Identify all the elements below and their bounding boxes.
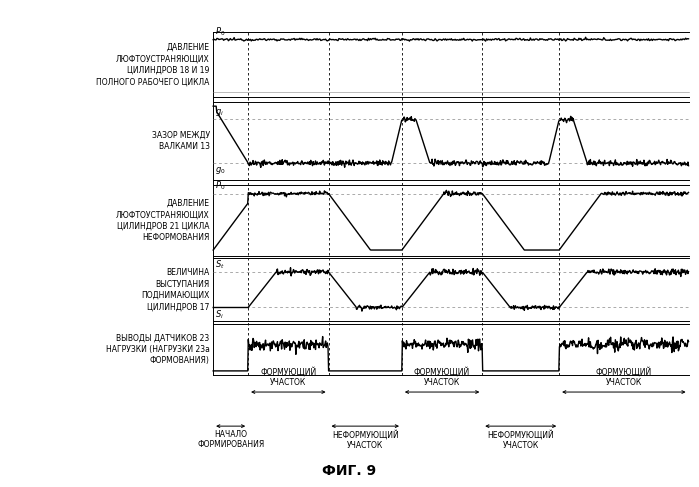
Text: $P_0$: $P_0$ <box>215 180 226 192</box>
Text: $g_i$: $g_i$ <box>215 107 224 118</box>
Text: ФИГ. 9: ФИГ. 9 <box>322 464 377 478</box>
Text: ФОРМУЮЩИЙ
УЧАСТОК: ФОРМУЮЩИЙ УЧАСТОК <box>414 367 470 387</box>
Text: ВЕЛИЧИНА
ВЫСТУПАНИЯ
ПОДНИМАЮЩИХ
ЦИЛИНДРОВ 17: ВЕЛИЧИНА ВЫСТУПАНИЯ ПОДНИМАЮЩИХ ЦИЛИНДРО… <box>141 268 210 312</box>
Text: ФОРМУЮЩИЙ
УЧАСТОК: ФОРМУЮЩИЙ УЧАСТОК <box>596 367 652 387</box>
Text: ФОРМУЮЩИЙ
УЧАСТОК: ФОРМУЮЩИЙ УЧАСТОК <box>260 367 317 387</box>
Text: НАЧАЛО
ФОРМИРОВАНИЯ: НАЧАЛО ФОРМИРОВАНИЯ <box>197 430 264 450</box>
Text: $S_t$: $S_t$ <box>215 258 225 271</box>
Text: $g_0$: $g_0$ <box>215 165 226 175</box>
Text: НЕФОРМУЮЩИЙ
УЧАСТОК: НЕФОРМУЮЩИЙ УЧАСТОК <box>332 430 398 450</box>
Text: НЕФОРМУЮЩИЙ
УЧАСТОК: НЕФОРМУЮЩИЙ УЧАСТОК <box>487 430 554 450</box>
Text: ЗАЗОР МЕЖДУ
ВАЛКАМИ 13: ЗАЗОР МЕЖДУ ВАЛКАМИ 13 <box>152 131 210 151</box>
Text: ВЫВОДЫ ДАТЧИКОВ 23
НАГРУЗКИ (НАГРУЗКИ 23а
ФОРМОВАНИЯ): ВЫВОДЫ ДАТЧИКОВ 23 НАГРУЗКИ (НАГРУЗКИ 23… <box>106 334 210 365</box>
Text: $P_0$: $P_0$ <box>215 26 226 38</box>
Text: ДАВЛЕНИЕ
ЛЮФТОУСТРАНЯЮЩИХ
ЦИЛИНДРОВ 21 ЦИКЛА
НЕФОРМОВАНИЯ: ДАВЛЕНИЕ ЛЮФТОУСТРАНЯЮЩИХ ЦИЛИНДРОВ 21 Ц… <box>116 199 210 242</box>
Text: ДАВЛЕНИЕ
ЛЮФТОУСТРАНЯЮЩИХ
ЦИЛИНДРОВ 18 И 19
ПОЛНОГО РАБОЧЕГО ЦИКЛА: ДАВЛЕНИЕ ЛЮФТОУСТРАНЯЮЩИХ ЦИЛИНДРОВ 18 И… <box>96 43 210 86</box>
Text: $S_i$: $S_i$ <box>215 309 224 321</box>
